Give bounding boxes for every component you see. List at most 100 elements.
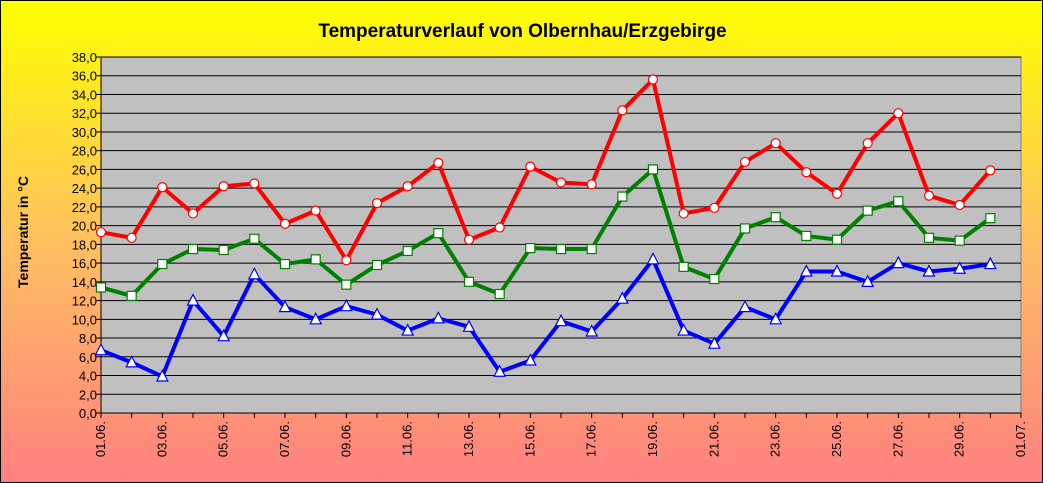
data-point [155,369,169,382]
y-tick-label: 18,0 [72,237,97,252]
data-point [585,324,599,337]
x-tick-label: 13.06. [461,421,476,457]
data-point [462,319,476,332]
data-point [646,252,660,265]
data-point [401,323,415,336]
data-point [187,243,199,255]
data-point [923,232,935,243]
data-point [523,353,537,366]
data-point [431,311,445,324]
data-point [586,179,597,190]
data-point [801,230,812,242]
chart-title: Temperaturverlauf von Olbernhau/Erzgebir… [318,21,727,42]
data-point [217,328,231,342]
data-point [371,198,383,209]
x-tick-label: 01.06. [93,421,108,457]
x-tick-label: 15.06. [522,421,537,457]
x-tick-label: 17.06. [584,421,599,457]
data-point [739,223,751,234]
data-point [126,232,137,243]
x-tick-label: 23.06. [768,421,783,457]
data-point [709,202,720,213]
plot-background [100,56,1022,414]
series-line-2 [100,167,992,298]
data-point [402,181,413,192]
x-tick-label: 09.06. [338,421,353,457]
data-point [862,205,873,216]
data-point [463,234,475,245]
x-tick-label: 21.06. [706,421,721,457]
data-point [891,255,905,269]
data-point [554,313,568,327]
data-point [341,279,352,290]
data-point [555,177,567,188]
data-point [309,312,323,325]
data-point [249,233,260,244]
data-point [801,167,812,178]
data-point [494,288,505,300]
data-point [525,161,536,172]
data-point [678,261,689,272]
y-tick-label: 6,0 [79,350,97,365]
data-point [247,267,261,280]
data-point [218,181,229,192]
data-point [922,264,936,277]
data-point [954,199,965,211]
data-point [985,165,996,176]
y-tick-label: 36,0 [72,69,97,84]
data-point [985,213,996,224]
x-tick-label: 05.06. [216,421,231,457]
y-tick-label: 14,0 [72,275,97,290]
y-tick-label: 0,0 [79,406,97,421]
data-point [126,290,137,301]
data-point [862,138,873,149]
data-point [617,105,628,116]
data-point [218,244,229,256]
series-line-1 [100,77,992,263]
data-point [310,254,321,265]
data-point [861,274,875,287]
data-point [769,312,783,325]
data-point [770,212,781,223]
data-point [402,245,413,257]
y-tick-label: 2,0 [79,387,97,402]
data-point [983,256,997,270]
data-point [647,74,659,85]
data-point [186,293,200,306]
data-point [157,258,168,270]
data-point [770,138,781,149]
data-point [923,190,935,201]
data-point [370,307,384,320]
data-point [125,355,139,368]
data-point [954,235,965,246]
y-tick-label: 28,0 [72,144,97,159]
data-point [433,228,444,239]
data-point [830,264,844,277]
data-point [525,243,536,254]
y-tick-label: 32,0 [72,106,97,121]
y-tick-label: 16,0 [72,256,97,271]
data-point [339,298,353,312]
data-point [678,208,689,219]
data-point [157,182,168,193]
data-point [95,282,107,293]
data-point [647,164,659,175]
y-tick-label: 26,0 [72,162,97,177]
data-point [463,276,475,287]
y-tick-label: 22,0 [72,200,97,215]
data-point [555,243,567,255]
data-point [433,157,444,168]
data-point [615,291,629,304]
y-tick-label: 8,0 [79,331,97,346]
data-point [94,342,108,356]
data-point [893,108,904,119]
data-point [799,264,813,277]
data-point [831,234,843,245]
y-tick-label: 34,0 [72,87,97,102]
data-point [893,196,904,207]
y-tick-label: 38,0 [72,50,97,65]
data-point [738,299,752,313]
data-point [677,323,691,336]
data-point [341,255,352,266]
